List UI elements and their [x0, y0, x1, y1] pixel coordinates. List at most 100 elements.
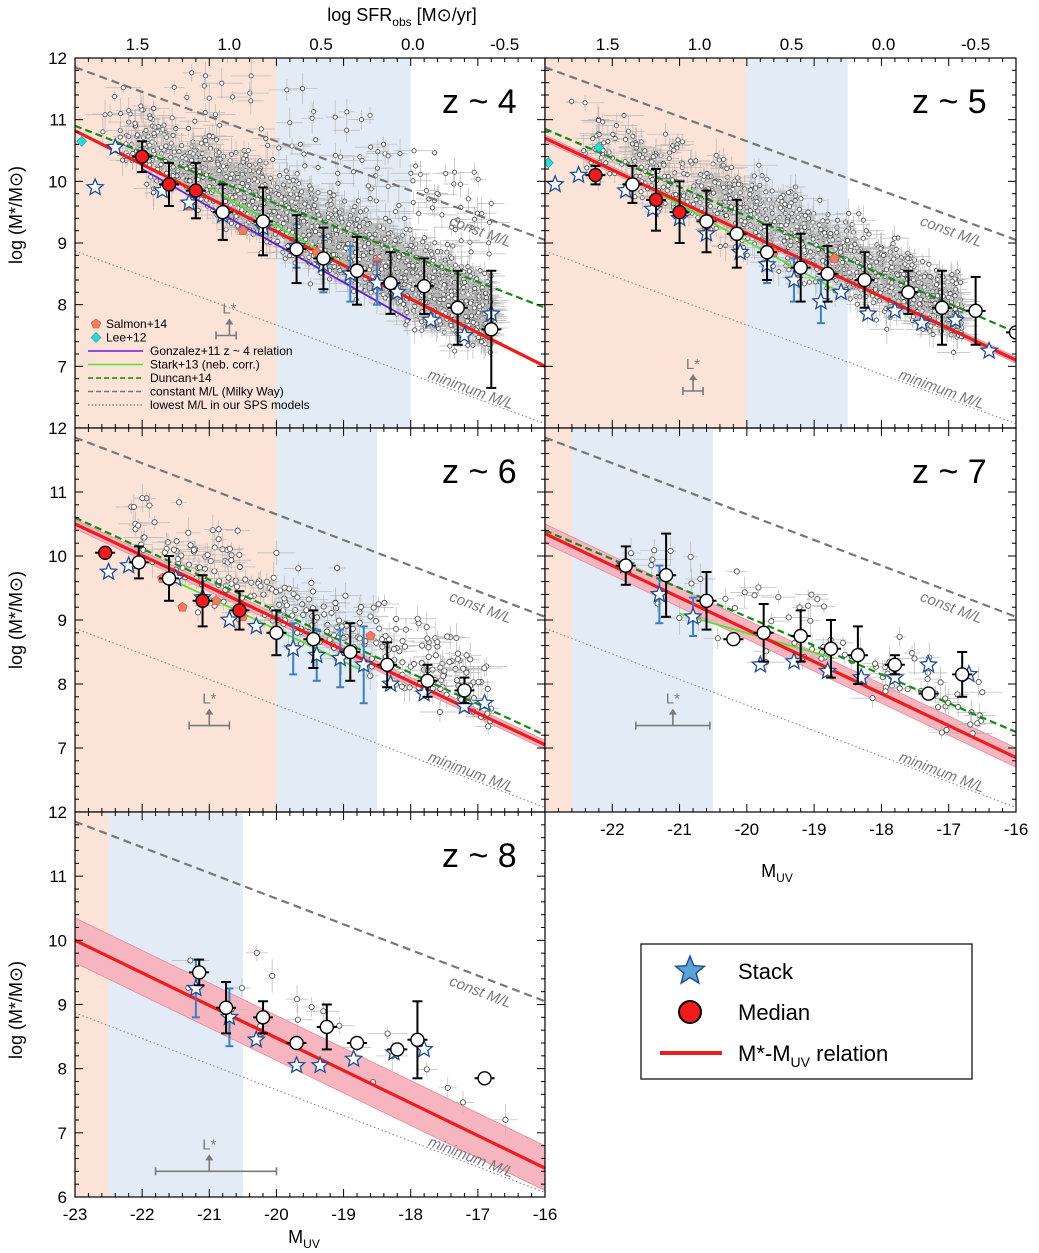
galaxy-point [847, 296, 853, 302]
galaxy-point [117, 134, 123, 140]
galaxy-point [783, 222, 789, 228]
galaxy-point [953, 286, 959, 292]
galaxy-point [410, 178, 416, 184]
galaxy-point [170, 132, 176, 138]
galaxy-point [334, 564, 341, 571]
galaxy-point [144, 181, 150, 187]
galaxy-point [273, 549, 280, 556]
galaxy-point [409, 286, 415, 292]
galaxy-point [206, 133, 212, 139]
panel-3: L* const M/L minimum M/L z ~ 6 7 8 9 10 11 12 [48, 419, 546, 813]
galaxy-point [584, 165, 590, 171]
galaxy-point [247, 162, 253, 168]
median-point [98, 545, 113, 560]
galaxy-point [285, 243, 291, 249]
galaxy-point [302, 163, 308, 169]
galaxy-point [270, 156, 276, 162]
galaxy-point [204, 551, 211, 558]
galaxy-point [207, 558, 214, 565]
median-point [901, 285, 916, 300]
galaxy-point [154, 178, 160, 184]
galaxy-point [466, 268, 472, 274]
const-ml-label: const M/L [918, 588, 985, 627]
galaxy-point [446, 284, 452, 290]
median-point [887, 657, 903, 672]
galaxy-point [429, 666, 436, 673]
galaxy-point [331, 263, 337, 269]
galaxy-point [934, 277, 940, 283]
x-tick-label: -22 [600, 820, 625, 839]
y-tick-label: 8 [58, 675, 67, 694]
galaxy-point [916, 301, 922, 307]
galaxy-point [357, 604, 364, 611]
median-point [625, 177, 640, 192]
median-point [306, 632, 321, 647]
galaxy-point [313, 137, 319, 143]
galaxy-point [707, 203, 713, 209]
galaxy-point [662, 173, 668, 179]
galaxy-point [127, 20, 131, 24]
galaxy-point [711, 190, 717, 196]
galaxy-point [139, 19, 143, 23]
median-point [134, 149, 150, 164]
galaxy-point [233, 213, 239, 219]
galaxy-point [356, 224, 362, 230]
galaxy-point [331, 192, 337, 198]
galaxy-point [693, 197, 699, 203]
galaxy-point [895, 272, 901, 278]
galaxy-point [483, 290, 489, 296]
galaxy-point [967, 721, 974, 728]
galaxy-point [732, 182, 738, 188]
galaxy-point [458, 238, 464, 244]
galaxy-point [299, 601, 306, 608]
galaxy-point [266, 194, 272, 200]
galaxy-point [638, 189, 644, 195]
lstar-label: L* [686, 356, 700, 373]
plot-area: L* const M/L minimum M/L [75, 19, 545, 428]
galaxy-point [294, 996, 301, 1003]
galaxy-point [260, 591, 267, 598]
galaxy-point [810, 236, 816, 242]
galaxy-point [386, 219, 392, 225]
galaxy-point [290, 177, 296, 183]
galaxy-point [733, 568, 740, 575]
galaxy-point [299, 189, 305, 195]
galaxy-point [236, 563, 243, 570]
galaxy-point [139, 495, 146, 502]
galaxy-point [924, 669, 931, 676]
median-point [450, 300, 465, 315]
galaxy-point [444, 1084, 451, 1091]
galaxy-point [455, 217, 461, 223]
galaxy-point [362, 244, 368, 250]
galaxy-point [432, 240, 438, 246]
galaxy-point [423, 624, 430, 631]
galaxy-point [820, 603, 827, 610]
galaxy-point [661, 162, 667, 168]
galaxy-point [164, 539, 171, 546]
galaxy-point [935, 704, 942, 711]
galaxy-point [225, 574, 232, 581]
galaxy-point [673, 192, 679, 198]
galaxy-point [479, 284, 485, 290]
y-tick-label: 11 [49, 483, 67, 502]
panel-title: z ~ 5 [912, 83, 987, 121]
galaxy-point [365, 183, 371, 189]
galaxy-point [467, 239, 473, 245]
galaxy-point [468, 249, 474, 255]
galaxy-point [385, 153, 391, 159]
galaxy-point [926, 261, 932, 267]
galaxy-point [238, 984, 245, 991]
galaxy-point [937, 679, 944, 686]
galaxy-point [427, 294, 433, 300]
galaxy-point [852, 241, 858, 247]
galaxy-point [449, 255, 455, 261]
galaxy-point [265, 188, 271, 194]
galaxy-point [441, 296, 447, 302]
galaxy-point [754, 199, 760, 205]
galaxy-point [332, 600, 339, 607]
galaxy-point [610, 131, 616, 137]
galaxy-point [650, 154, 656, 160]
median-point [726, 632, 741, 647]
minimum-ml-label: minimum M/L [897, 749, 987, 797]
